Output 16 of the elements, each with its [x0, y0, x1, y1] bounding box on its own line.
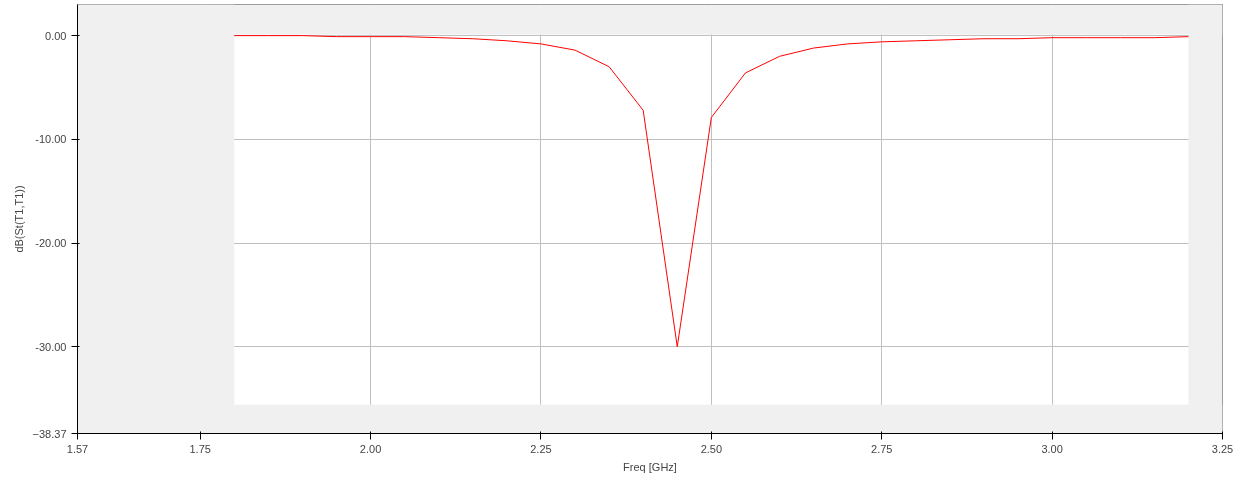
x-tick-label: 1.75	[189, 442, 211, 455]
y-axis-title: dB(St(T1,T1))	[12, 185, 25, 253]
y-tick-label: -10.00	[35, 133, 67, 146]
x-tick-label: 2.25	[530, 442, 552, 455]
x-tick-label: 2.50	[700, 442, 723, 455]
x-tick-label: 1.57	[66, 442, 89, 455]
x-tick-label: 2.00	[359, 442, 382, 455]
x-tick-label: 3.00	[1041, 442, 1063, 455]
y-tick-label: -20.00	[35, 237, 67, 250]
x-axis-title: Freq [GHz]	[623, 460, 677, 473]
y-tick-label: -30.00	[35, 340, 67, 353]
y-tick-label: 0.00	[45, 29, 67, 42]
x-tick-label: 3.25	[1211, 442, 1234, 455]
line-series	[233, 35, 1189, 348]
y-tick-label: −38.37	[32, 427, 67, 440]
x-tick-label: 2.75	[871, 442, 893, 455]
